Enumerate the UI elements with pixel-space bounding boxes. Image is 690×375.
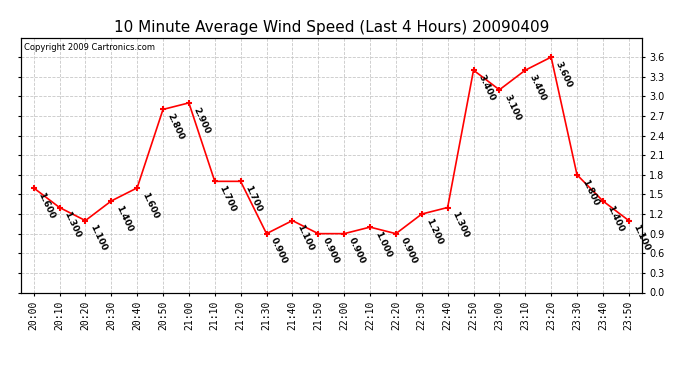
Title: 10 Minute Average Wind Speed (Last 4 Hours) 20090409: 10 Minute Average Wind Speed (Last 4 Hou…	[114, 20, 549, 35]
Text: 0.900: 0.900	[269, 236, 289, 266]
Text: 1.600: 1.600	[37, 190, 57, 220]
Text: 1.100: 1.100	[631, 224, 651, 253]
Text: 1.000: 1.000	[373, 230, 393, 259]
Text: 1.200: 1.200	[424, 217, 444, 246]
Text: 1.700: 1.700	[217, 184, 237, 213]
Text: 2.900: 2.900	[192, 106, 212, 135]
Text: 0.900: 0.900	[347, 236, 367, 266]
Text: Copyright 2009 Cartronics.com: Copyright 2009 Cartronics.com	[23, 43, 155, 52]
Text: 1.400: 1.400	[606, 204, 626, 233]
Text: 1.800: 1.800	[580, 178, 600, 207]
Text: 1.700: 1.700	[244, 184, 264, 213]
Text: 2.800: 2.800	[166, 112, 186, 141]
Text: 1.300: 1.300	[451, 210, 471, 240]
Text: 1.400: 1.400	[114, 204, 134, 233]
Text: 1.100: 1.100	[88, 224, 108, 253]
Text: 3.600: 3.600	[554, 60, 574, 89]
Text: 1.600: 1.600	[140, 190, 160, 220]
Text: 3.400: 3.400	[476, 73, 496, 102]
Text: 3.400: 3.400	[528, 73, 548, 102]
Text: 3.100: 3.100	[502, 93, 522, 122]
Text: 1.300: 1.300	[62, 210, 82, 240]
Text: 0.900: 0.900	[321, 236, 341, 266]
Text: 0.900: 0.900	[399, 236, 419, 266]
Text: 1.100: 1.100	[295, 224, 315, 253]
